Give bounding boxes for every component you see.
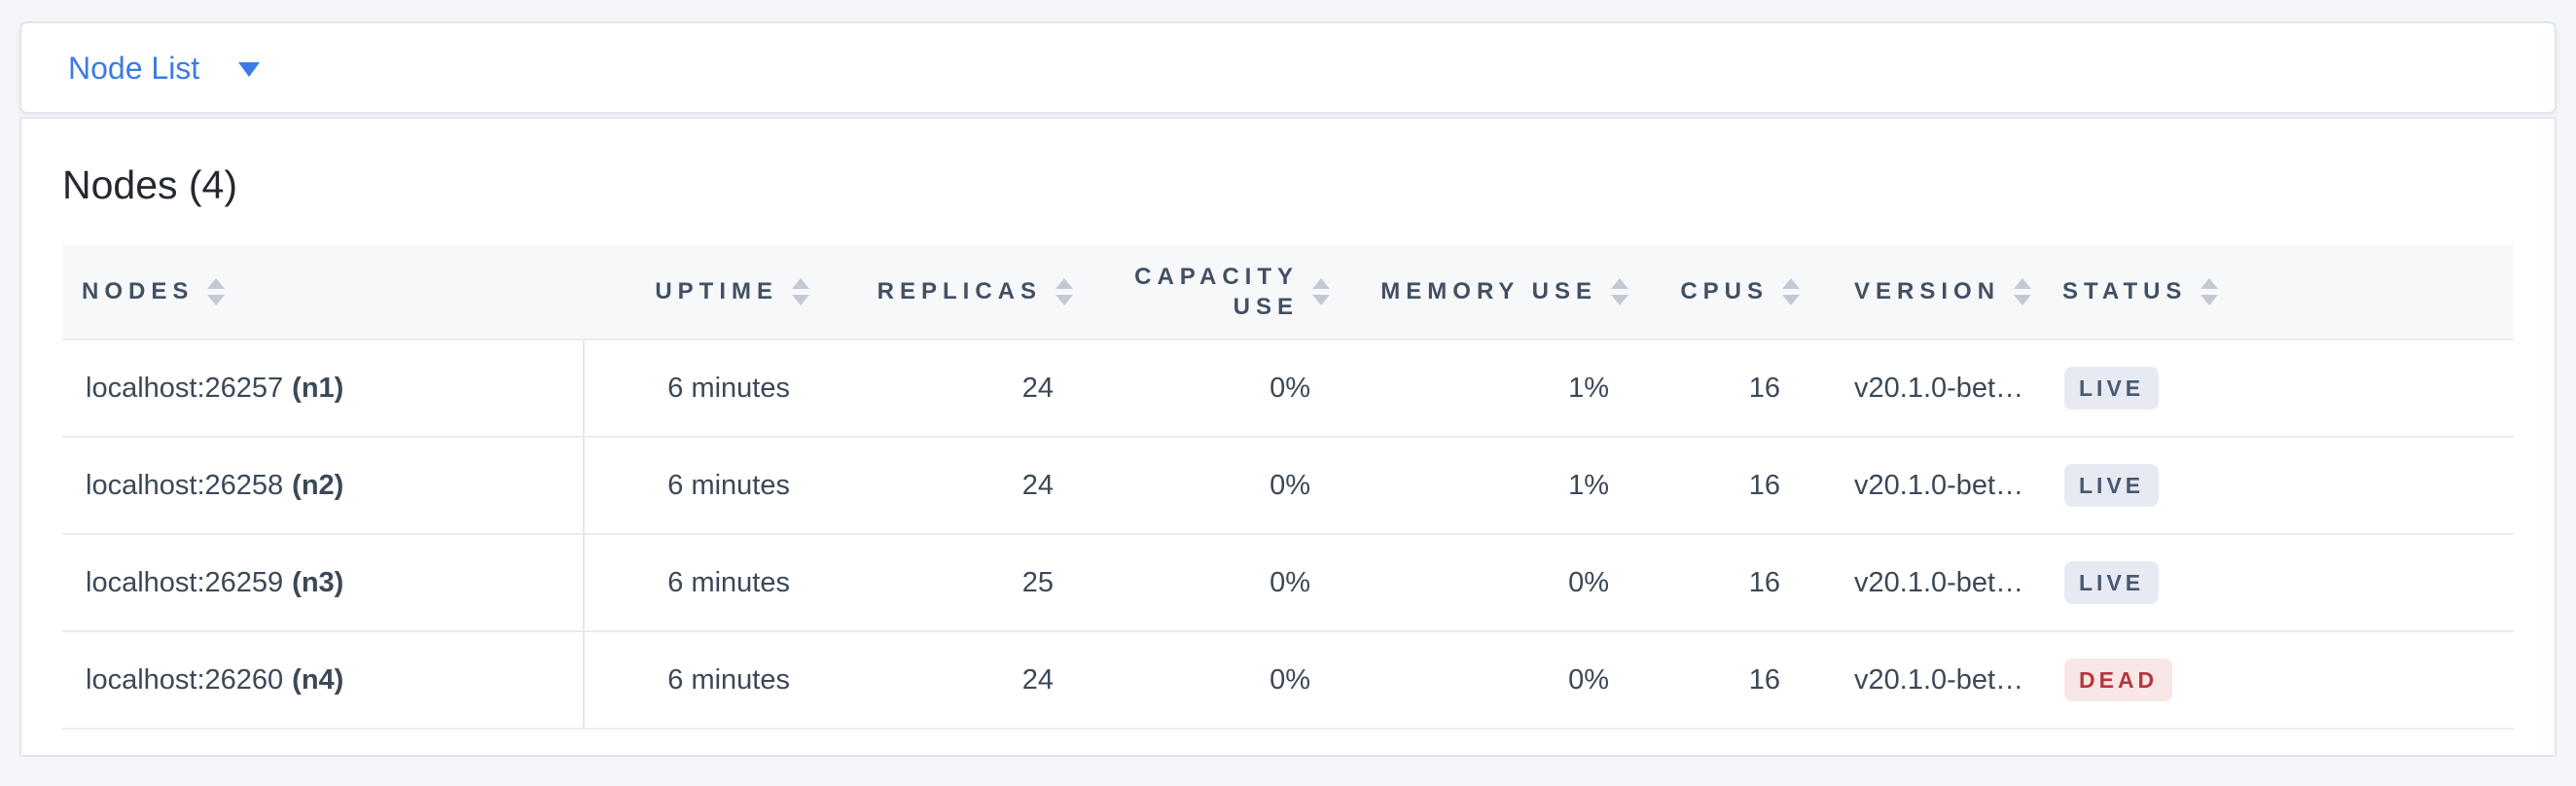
node-row: localhost:26259 (n3) 6 minutes 25 0% 0% 16 v20.… bbox=[62, 534, 2514, 632]
sort-icon bbox=[792, 278, 809, 305]
cell-status: LIVE bbox=[2047, 339, 2514, 438]
cell-capacity-use: 0% bbox=[1083, 339, 1340, 438]
cell-version: v20.1.0-bet… bbox=[1809, 437, 2047, 535]
column-header-uptime[interactable]: UPTIME bbox=[584, 245, 819, 340]
nodes-count-title: Nodes (4) bbox=[62, 162, 238, 207]
node-id: (n2) bbox=[292, 469, 344, 501]
sort-icon bbox=[1055, 278, 1073, 305]
node-id: (n4) bbox=[292, 663, 344, 696]
cell-node: localhost:26259 (n3) bbox=[62, 534, 585, 632]
node-row: localhost:26257 (n1) 6 minutes 24 0% 1% 16 v20.… bbox=[62, 339, 2514, 438]
cell-cpus: 16 bbox=[1638, 437, 1809, 535]
status-badge: LIVE bbox=[2064, 367, 2160, 410]
cell-version: v20.1.0-bet… bbox=[1809, 631, 2047, 730]
sort-icon bbox=[1782, 278, 1800, 305]
cell-cpus: 16 bbox=[1638, 339, 1809, 438]
cell-node: localhost:26258 (n2) bbox=[62, 437, 585, 535]
column-header-version[interactable]: VERSION bbox=[1809, 245, 2047, 340]
node-id: (n1) bbox=[292, 372, 344, 404]
column-label: UPTIME bbox=[655, 278, 778, 304]
node-address-link[interactable]: localhost:26260 bbox=[86, 663, 284, 696]
cell-capacity-use: 0% bbox=[1083, 631, 1340, 730]
cell-node: localhost:26260 (n4) bbox=[62, 631, 585, 730]
node-row: localhost:26260 (n4) 6 minutes 24 0% 0% 16 v20.… bbox=[62, 631, 2514, 730]
column-header-nodes[interactable]: NODES bbox=[62, 245, 584, 340]
cell-status: LIVE bbox=[2047, 437, 2514, 535]
cell-memory-use: 0% bbox=[1340, 631, 1638, 730]
cell-replicas: 24 bbox=[819, 339, 1083, 438]
nodes-panel: Nodes (4) NODES UPTIME REPLICAS CAPACITY US… bbox=[19, 117, 2557, 757]
table-header-row: NODES UPTIME REPLICAS CAPACITY USE MEMORY US… bbox=[62, 245, 2514, 340]
column-header-status[interactable]: STATUS bbox=[2047, 245, 2514, 340]
node-row: localhost:26258 (n2) 6 minutes 24 0% 1% 16 v20.… bbox=[62, 437, 2514, 535]
column-header-capacity-use[interactable]: CAPACITY USE bbox=[1083, 245, 1340, 340]
cell-uptime: 6 minutes bbox=[584, 631, 819, 730]
sort-icon bbox=[2200, 278, 2219, 305]
column-header-cpus[interactable]: CPUS bbox=[1638, 245, 1809, 340]
cell-memory-use: 0% bbox=[1340, 534, 1638, 632]
cell-uptime: 6 minutes bbox=[584, 339, 819, 438]
cell-cpus: 16 bbox=[1638, 631, 1809, 730]
status-badge: LIVE bbox=[2064, 561, 2160, 604]
status-badge: LIVE bbox=[2064, 464, 2160, 507]
node-list-dropdown-label: Node List bbox=[68, 50, 200, 86]
cell-cpus: 16 bbox=[1638, 534, 1809, 632]
cell-version: v20.1.0-bet… bbox=[1809, 339, 2047, 438]
column-header-replicas[interactable]: REPLICAS bbox=[819, 245, 1083, 340]
node-address-link[interactable]: localhost:26257 bbox=[86, 372, 284, 404]
page-header-bar: Node List bbox=[19, 21, 2557, 114]
cell-replicas: 24 bbox=[819, 631, 1083, 730]
sort-icon bbox=[2014, 278, 2032, 305]
sort-icon bbox=[1312, 278, 1330, 305]
cell-memory-use: 1% bbox=[1340, 437, 1638, 535]
node-address-link[interactable]: localhost:26258 bbox=[86, 469, 284, 501]
node-list-dropdown[interactable]: Node List bbox=[68, 50, 261, 86]
cell-capacity-use: 0% bbox=[1083, 437, 1340, 535]
cell-version: v20.1.0-bet… bbox=[1809, 534, 2047, 632]
cell-replicas: 24 bbox=[819, 437, 1083, 535]
cell-status: LIVE bbox=[2047, 534, 2514, 632]
column-label: MEMORY USE bbox=[1380, 278, 1597, 304]
cell-node: localhost:26257 (n1) bbox=[62, 339, 585, 438]
cell-uptime: 6 minutes bbox=[584, 534, 819, 632]
sort-icon bbox=[207, 278, 226, 305]
cell-uptime: 6 minutes bbox=[584, 437, 819, 535]
column-label: NODES bbox=[82, 278, 195, 304]
status-badge: DEAD bbox=[2064, 659, 2173, 701]
node-address-link[interactable]: localhost:26259 bbox=[86, 566, 284, 598]
column-label: VERSION bbox=[1854, 278, 2001, 304]
caret-down-icon bbox=[238, 62, 261, 77]
node-id: (n3) bbox=[292, 566, 344, 598]
cell-status: DEAD bbox=[2047, 631, 2514, 730]
sort-icon bbox=[1611, 278, 1628, 305]
cell-replicas: 25 bbox=[819, 534, 1083, 632]
column-label: CAPACITY USE bbox=[1134, 263, 1299, 320]
column-label: REPLICAS bbox=[877, 278, 1042, 304]
cell-capacity-use: 0% bbox=[1083, 534, 1340, 632]
table-body: localhost:26257 (n1) 6 minutes 24 0% 1% 16 v20.… bbox=[62, 339, 2514, 730]
column-label: STATUS bbox=[2062, 278, 2188, 304]
cell-memory-use: 1% bbox=[1340, 339, 1638, 438]
column-header-memory-use[interactable]: MEMORY USE bbox=[1340, 245, 1638, 340]
node-list-table: NODES UPTIME REPLICAS CAPACITY USE MEMORY US… bbox=[62, 245, 2514, 730]
column-label: CPUS bbox=[1680, 278, 1769, 304]
